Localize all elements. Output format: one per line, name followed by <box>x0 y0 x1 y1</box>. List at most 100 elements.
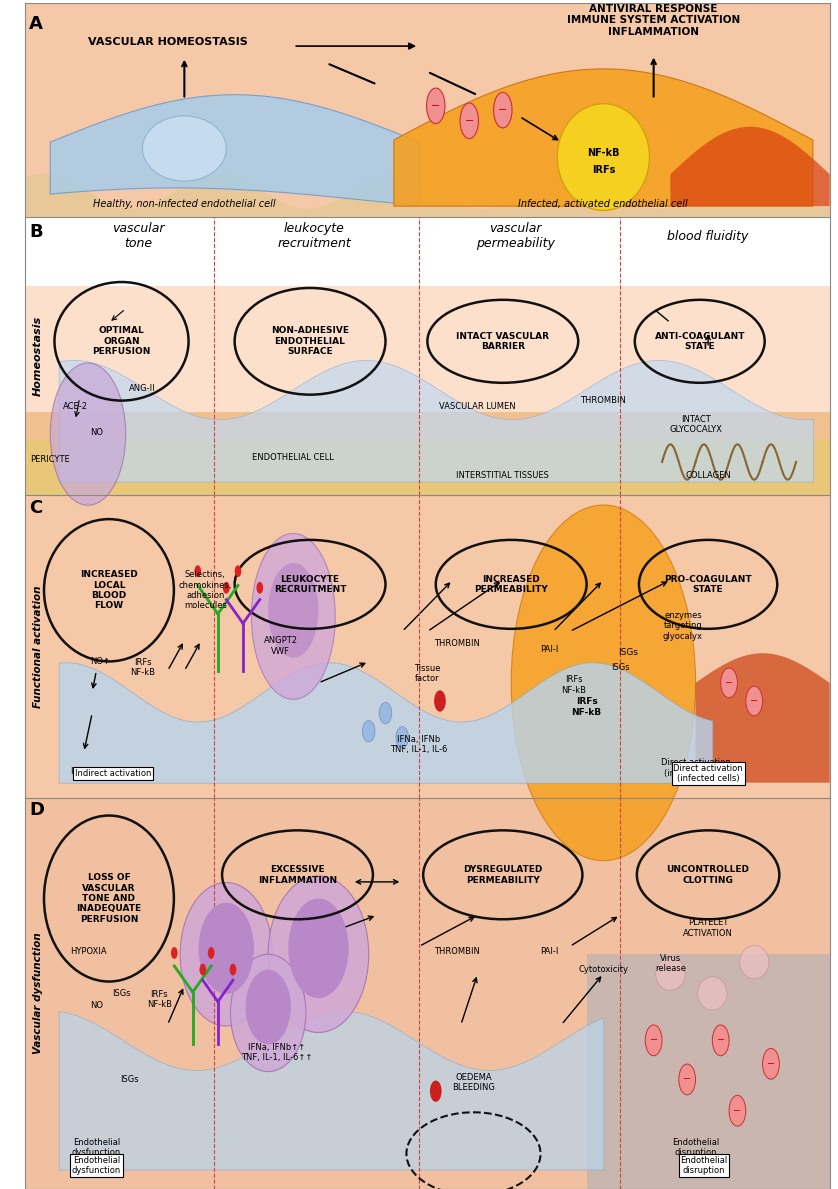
Text: ISGs: ISGs <box>618 648 639 658</box>
Text: NF-kB: NF-kB <box>587 147 619 158</box>
Ellipse shape <box>557 103 649 210</box>
Text: THROMBIN: THROMBIN <box>434 640 479 648</box>
Text: NON-ADHESIVE
ENDOTHELIAL
SURFACE: NON-ADHESIVE ENDOTHELIAL SURFACE <box>271 327 349 357</box>
Text: ENDOTHELIAL CELL: ENDOTHELIAL CELL <box>252 453 334 463</box>
Text: Indirect activation: Indirect activation <box>70 767 147 776</box>
Text: ISGs: ISGs <box>112 989 131 998</box>
Ellipse shape <box>460 103 478 139</box>
Text: Endothelial
disruption: Endothelial disruption <box>680 1156 727 1175</box>
Ellipse shape <box>171 946 178 958</box>
Text: VASCULAR LUMEN: VASCULAR LUMEN <box>439 402 516 411</box>
Text: INTERSTITIAL TISSUES: INTERSTITIAL TISSUES <box>457 471 549 480</box>
Text: OPTIMAL
ORGAN
PERFUSION: OPTIMAL ORGAN PERFUSION <box>92 327 151 357</box>
Ellipse shape <box>511 505 696 861</box>
Ellipse shape <box>50 363 126 505</box>
Text: −: − <box>767 1058 775 1069</box>
Text: DYSREGULATED
PERMEABILITY: DYSREGULATED PERMEABILITY <box>463 866 542 885</box>
Text: vascular
permeability: vascular permeability <box>476 222 555 251</box>
Text: IRFs
NF-kB: IRFs NF-kB <box>561 675 587 694</box>
Text: −: − <box>683 1075 691 1084</box>
Text: Homeostasis: Homeostasis <box>33 316 43 396</box>
Ellipse shape <box>645 1025 662 1056</box>
Text: −: − <box>431 101 441 111</box>
Text: ISGs: ISGs <box>121 1075 139 1084</box>
Text: PAI-I: PAI-I <box>540 646 558 654</box>
Ellipse shape <box>268 876 369 1032</box>
Text: Selectins,
chemokines,
adhesion
molecules: Selectins, chemokines, adhesion molecule… <box>178 571 232 610</box>
FancyBboxPatch shape <box>587 955 830 1189</box>
Text: Endothelial
dysfunction: Endothelial dysfunction <box>72 1156 121 1175</box>
Text: HYPOXIA: HYPOXIA <box>70 948 106 956</box>
Ellipse shape <box>142 117 226 181</box>
Text: Tissue
factor: Tissue factor <box>414 663 441 682</box>
Text: A: A <box>29 15 44 33</box>
Text: blood fluidity: blood fluidity <box>667 229 749 243</box>
Text: Healthy, non-infected endothelial cell: Healthy, non-infected endothelial cell <box>93 199 276 209</box>
Text: D: D <box>29 801 44 819</box>
Text: −: − <box>725 678 733 688</box>
Text: Cytotoxicity: Cytotoxicity <box>578 965 628 974</box>
Text: THROMBIN: THROMBIN <box>581 396 626 405</box>
Text: INCREASED
PERMEABILITY: INCREASED PERMEABILITY <box>474 574 548 594</box>
Polygon shape <box>50 95 419 206</box>
Text: LEUKOCYTE
RECRUITMENT: LEUKOCYTE RECRUITMENT <box>274 574 346 594</box>
Text: INTACT
GLYCOCALYX: INTACT GLYCOCALYX <box>669 415 722 434</box>
Ellipse shape <box>246 970 291 1044</box>
FancyBboxPatch shape <box>25 798 830 1189</box>
Ellipse shape <box>656 957 685 990</box>
Text: Direct activation
(infected cells): Direct activation (infected cells) <box>660 759 731 778</box>
Ellipse shape <box>494 93 512 128</box>
Text: Endothelial
disruption: Endothelial disruption <box>672 1138 719 1157</box>
Text: IRFs
NF-kB: IRFs NF-kB <box>147 989 172 1009</box>
Ellipse shape <box>251 534 335 699</box>
Text: NO↑: NO↑ <box>91 656 111 666</box>
Polygon shape <box>394 69 813 206</box>
Text: ISGs: ISGs <box>611 662 629 672</box>
Text: UNCONTROLLED
CLOTTING: UNCONTROLLED CLOTTING <box>666 866 750 885</box>
Text: ANGPT2
VWF: ANGPT2 VWF <box>264 636 297 655</box>
Ellipse shape <box>199 902 254 994</box>
Ellipse shape <box>194 565 201 577</box>
Text: Direct activation
(infected cells): Direct activation (infected cells) <box>673 763 743 784</box>
FancyBboxPatch shape <box>25 287 830 496</box>
Ellipse shape <box>379 703 392 724</box>
Ellipse shape <box>679 1064 696 1095</box>
Text: PERICYTE: PERICYTE <box>30 455 70 465</box>
Text: Virus
release: Virus release <box>655 954 685 974</box>
Text: Functional activation: Functional activation <box>33 585 43 707</box>
Text: IRFs
NF-kB: IRFs NF-kB <box>572 698 602 717</box>
FancyBboxPatch shape <box>25 496 830 798</box>
Ellipse shape <box>763 1049 779 1080</box>
Text: C: C <box>29 499 43 517</box>
Ellipse shape <box>740 945 769 979</box>
FancyBboxPatch shape <box>25 4 830 216</box>
Text: PRO-COAGULANT
STATE: PRO-COAGULANT STATE <box>665 574 752 594</box>
Ellipse shape <box>362 721 375 742</box>
Text: −: − <box>750 696 758 706</box>
FancyBboxPatch shape <box>25 411 830 496</box>
Text: ANTIVIRAL RESPONSE
IMMUNE SYSTEM ACTIVATION
INFLAMMATION: ANTIVIRAL RESPONSE IMMUNE SYSTEM ACTIVAT… <box>567 4 740 37</box>
Text: LOSS OF
VASCULAR
TONE AND
INADEQUATE
PERFUSION: LOSS OF VASCULAR TONE AND INADEQUATE PER… <box>76 873 142 924</box>
Text: IRFs: IRFs <box>592 165 615 175</box>
Ellipse shape <box>288 899 349 998</box>
Text: INCREASED
LOCAL
BLOOD
FLOW: INCREASED LOCAL BLOOD FLOW <box>80 571 137 610</box>
Text: ANG-II: ANG-II <box>129 384 156 394</box>
Text: IFNa, IFNb↑↑
TNF, IL-1, IL-6↑↑: IFNa, IFNb↑↑ TNF, IL-1, IL-6↑↑ <box>241 1043 313 1062</box>
Text: PLATELET
ACTIVATION: PLATELET ACTIVATION <box>683 918 733 938</box>
Ellipse shape <box>268 562 318 658</box>
Text: PAI-I: PAI-I <box>540 948 558 956</box>
Ellipse shape <box>199 963 206 975</box>
Text: B: B <box>29 222 43 240</box>
Text: Vascular dysfunction: Vascular dysfunction <box>33 932 43 1055</box>
Text: IFNa, IFNb
TNF, IL-1, IL-6: IFNa, IFNb TNF, IL-1, IL-6 <box>391 735 447 754</box>
Ellipse shape <box>208 946 215 958</box>
Ellipse shape <box>729 1095 746 1126</box>
Ellipse shape <box>430 1081 442 1102</box>
Ellipse shape <box>697 977 727 1009</box>
Ellipse shape <box>721 668 737 698</box>
Text: −: − <box>716 1036 725 1045</box>
Polygon shape <box>696 653 830 782</box>
Ellipse shape <box>427 88 445 124</box>
FancyBboxPatch shape <box>25 440 830 496</box>
Text: −: − <box>464 115 474 126</box>
